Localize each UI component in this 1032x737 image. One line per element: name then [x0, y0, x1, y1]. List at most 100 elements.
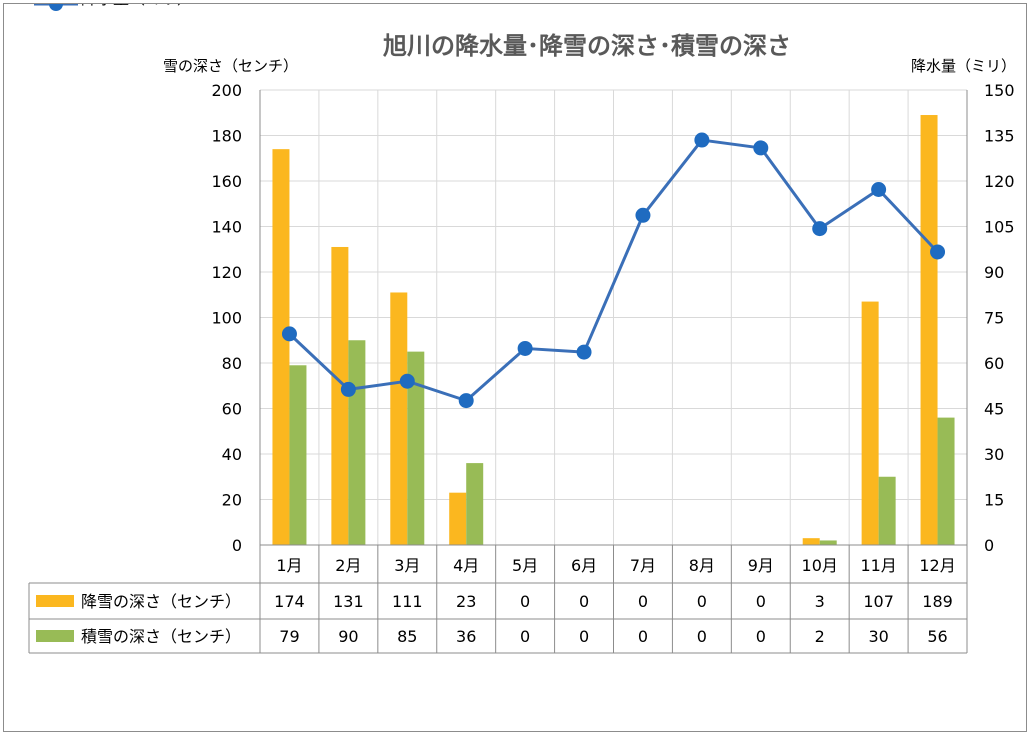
legend-marker: [49, 0, 63, 11]
table-cell: 189: [922, 592, 953, 611]
y-right-tick-label: 60: [984, 354, 1004, 373]
gridlines: [259, 89, 968, 545]
y-left-tick-label: 100: [211, 309, 242, 328]
legend-label: 降水量（ミリ）: [81, 4, 193, 8]
y-right-tick-label: 135: [984, 127, 1015, 146]
y-right-tick-label: 105: [984, 218, 1015, 237]
table-cell: 85: [397, 627, 417, 646]
x-tick-label: 10月: [802, 556, 838, 575]
table-cell: 54: [397, 4, 417, 8]
bar-snow-depth: [348, 340, 366, 545]
bar-snowfall: [272, 149, 290, 545]
point-precipitation: [871, 181, 887, 197]
y-left-tick-label: 60: [222, 400, 242, 419]
table-cell: 30: [868, 627, 888, 646]
y-right-tick-label: 0: [984, 536, 994, 555]
x-tick-label: 4月: [453, 556, 479, 575]
table-cell: 36: [456, 627, 476, 646]
table-cell: 96.6: [920, 4, 956, 8]
table-cell: 0: [756, 592, 766, 611]
bar-snowfall: [802, 538, 820, 545]
x-tick-label: 2月: [335, 556, 361, 575]
bar-snowfall: [449, 492, 467, 545]
x-tick-label: 3月: [394, 556, 420, 575]
x-tick-label: 11月: [860, 556, 896, 575]
bar-snowfall: [331, 246, 349, 545]
table-cell: 131: [333, 592, 364, 611]
legend-swatch: [36, 630, 74, 642]
point-precipitation: [517, 340, 533, 356]
table-cell: 117.2: [856, 4, 902, 8]
bar-snow-depth: [289, 365, 307, 545]
x-tick-label: 9月: [748, 556, 774, 575]
table-cell: 79: [279, 627, 299, 646]
table-cell: 0: [756, 627, 766, 646]
table-cell: 0: [520, 592, 530, 611]
point-precipitation: [458, 393, 474, 409]
table-cell: 51.3: [331, 4, 367, 8]
table-cell: 23: [456, 592, 476, 611]
table-cell: 0: [697, 592, 707, 611]
table-cell: 108.7: [620, 4, 666, 8]
y-left-tick-label: 140: [211, 218, 242, 237]
table-cell: 3: [815, 592, 825, 611]
y-right-tick-label: 15: [984, 491, 1004, 510]
x-tick-label: 7月: [630, 556, 656, 575]
table-cell: 107: [863, 592, 894, 611]
table-cell: 133.5: [679, 4, 725, 8]
point-precipitation: [281, 326, 297, 342]
chart-title: 旭川の降水量･降雪の深さ･積雪の深さ: [382, 32, 791, 60]
y-right-tick-label: 150: [984, 81, 1015, 100]
y-left-tick-labels: 0 20 40 60 80 100 120 140 160 180 200: [211, 81, 242, 555]
table-cell: 174: [274, 592, 305, 611]
table-cell: 130.9: [738, 4, 784, 8]
chart-frame: 旭川の降水量･降雪の深さ･積雪の深さ 雪の深さ（センチ） 降水量（ミリ） 0 20…: [3, 0, 1027, 732]
y-right-tick-label: 90: [984, 263, 1004, 282]
bar-snowfall: [390, 292, 408, 545]
table-cell: 64.8: [507, 4, 543, 8]
table-cell: 0: [697, 627, 707, 646]
y-left-tick-label: 20: [222, 491, 242, 510]
line-precipitation: [288, 138, 939, 403]
table-cell: 47.6: [448, 4, 484, 8]
y-left-tick-label: 80: [222, 354, 242, 373]
y-left-tick-label: 40: [222, 445, 242, 464]
chart-svg: 旭川の降水量･降雪の深さ･積雪の深さ 雪の深さ（センチ） 降水量（ミリ） 020…: [28, 0, 1016, 654]
y-left-tick-label: 160: [211, 172, 242, 191]
y-right-axis-title: 降水量（ミリ）: [911, 57, 1016, 75]
x-tick-label: 8月: [689, 556, 715, 575]
table-cell: 90: [338, 627, 358, 646]
y-right-tick-label: 75: [984, 309, 1004, 328]
y-right-tick-label: 120: [984, 172, 1015, 191]
precipitation-line: [281, 132, 946, 409]
table-cell: 56: [927, 627, 947, 646]
point-precipitation: [694, 132, 710, 148]
y-right-tick-label: 30: [984, 445, 1004, 464]
bar-snow-depth: [878, 476, 896, 545]
y-left-tick-label: 0: [232, 536, 242, 555]
legend-swatch: [36, 595, 74, 607]
x-tick-label: 6月: [571, 556, 597, 575]
x-tick-label: 12月: [919, 556, 955, 575]
table-cell: 0: [638, 592, 648, 611]
y-right-tick-label: 45: [984, 400, 1004, 419]
table-cell: 0: [579, 592, 589, 611]
table-cell: 104.3: [797, 4, 843, 8]
bar-snowfall: [861, 301, 879, 545]
bar-snow-depth: [819, 540, 837, 545]
point-precipitation: [635, 207, 651, 223]
bar-snowfall: [920, 115, 938, 546]
table-cell: 0: [638, 627, 648, 646]
table-cell: 63.6: [566, 4, 602, 8]
point-precipitation: [340, 381, 356, 397]
point-precipitation: [930, 244, 946, 260]
x-tick-label: 5月: [512, 556, 538, 575]
y-left-tick-label: 200: [211, 81, 242, 100]
table-cell: 2: [815, 627, 825, 646]
point-precipitation: [753, 140, 769, 156]
legend-label: 積雪の深さ（センチ）: [81, 627, 241, 646]
point-precipitation: [812, 221, 828, 237]
point-precipitation: [576, 344, 592, 360]
legend-label: 降雪の深さ（センチ）: [81, 592, 241, 611]
